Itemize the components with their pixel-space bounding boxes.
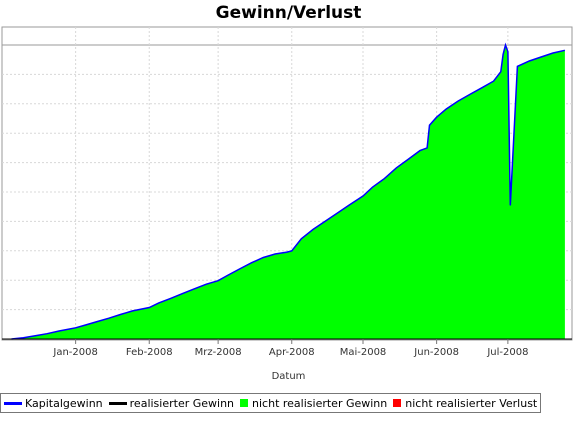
legend-item-nicht-realisierter-verlust: nicht realisierter Verlust bbox=[393, 397, 537, 410]
legend-swatch-nicht-realisierter-verlust bbox=[393, 399, 402, 407]
legend-item-realisierter-gewinn: realisierter Gewinn bbox=[108, 396, 235, 410]
line-kapitalgewinn bbox=[11, 42, 566, 340]
legend-item-nicht-realisierter-gewinn: nicht realisierter Gewinn bbox=[240, 397, 387, 410]
x-tick-label: Feb-2008 bbox=[126, 347, 173, 358]
legend-label-realisierter-gewinn: realisierter Gewinn bbox=[129, 396, 235, 410]
x-tick-label: Jun-2008 bbox=[413, 347, 459, 358]
legend-item-kapitalgewinn: Kapitalgewinn bbox=[4, 397, 103, 410]
chart-title: Gewinn/Verlust bbox=[215, 3, 362, 23]
x-axis-label: Datum bbox=[271, 371, 306, 382]
area-nicht-realisierter-gewinn bbox=[11, 45, 565, 339]
legend-swatch-nicht-realisierter-gewinn bbox=[240, 399, 249, 407]
x-axis-ticks: Jan-2008 Feb-2008 Mrz-2008 Apr-2008 Mai-2008… bbox=[52, 340, 528, 358]
legend-label-nicht-realisierter-gewinn: nicht realisierter Gewinn bbox=[252, 396, 388, 410]
x-tick-label: Mai-2008 bbox=[340, 347, 387, 358]
legend-label-kapitalgewinn: Kapitalgewinn bbox=[25, 396, 103, 410]
x-tick-label: Apr-2008 bbox=[269, 347, 315, 358]
x-tick-label: Jan-2008 bbox=[52, 347, 97, 358]
legend-swatch-kapitalgewinn bbox=[4, 401, 22, 405]
x-tick-label: Jul-2008 bbox=[486, 347, 528, 358]
legend-swatch-realisierter-gewinn bbox=[108, 401, 127, 405]
legend: Kapitalgewinn realisierter Gewinn nicht … bbox=[0, 393, 542, 413]
x-tick-label: Mrz-2008 bbox=[195, 347, 242, 358]
legend-label-nicht-realisierter-verlust: nicht realisierter Verlust bbox=[405, 396, 538, 410]
